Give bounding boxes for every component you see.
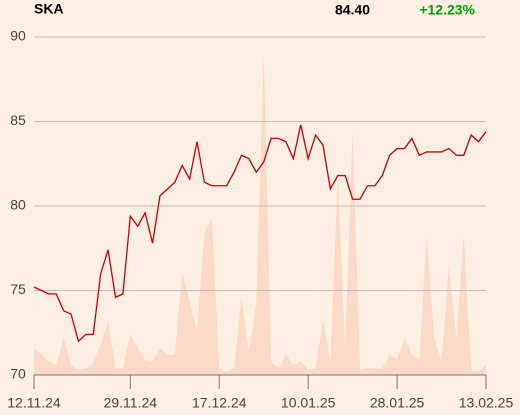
y-tick-label: 80 (10, 197, 26, 213)
y-tick-label: 90 (10, 28, 26, 44)
volume-area (34, 53, 486, 376)
change: +12.23% (419, 2, 475, 18)
x-tick-label: 17.12.24 (192, 395, 247, 411)
y-tick-label: 70 (10, 366, 26, 382)
x-tick-label: 10.01.25 (281, 395, 336, 411)
x-tick-label: 13.02.25 (459, 395, 514, 411)
x-tick-label: 12.11.24 (7, 395, 61, 411)
x-tick-label: 29.11.24 (104, 395, 158, 411)
x-tick-label: 28.01.25 (370, 395, 425, 411)
last-value: 84.40 (335, 2, 370, 18)
chart-title: SKA (34, 1, 64, 17)
y-tick-label: 85 (10, 112, 26, 128)
price-line (33, 124, 487, 343)
y-tick-label: 75 (10, 281, 26, 297)
